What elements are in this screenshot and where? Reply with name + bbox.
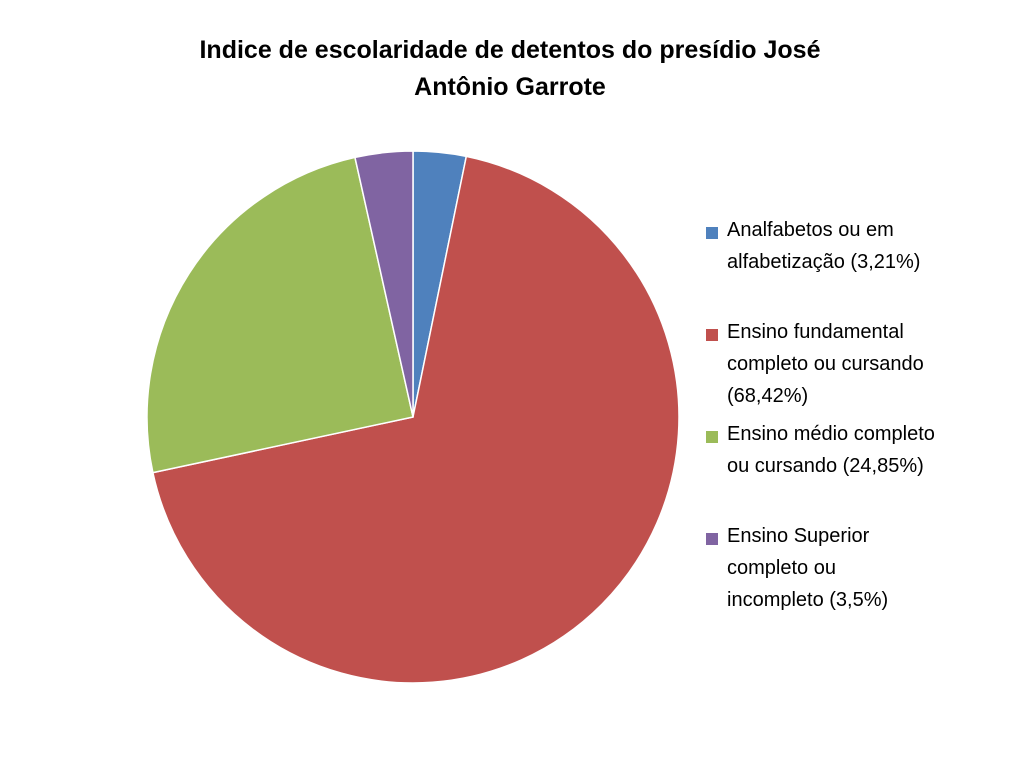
pie-slice-1 [152,155,680,684]
legend-label-0: Analfabetos ou em alfabetização (3,21%) [727,219,921,273]
pie-slices [146,150,680,684]
legend-swatch-2 [706,431,718,443]
legend-item-1: Ensino fundamental completo ou cursando … [706,316,997,412]
legend-swatch-0 [706,227,718,239]
legend-swatch-3 [706,533,718,545]
legend-item-0: Analfabetos ou em alfabetização (3,21%) [706,214,997,278]
legend-swatch-1 [706,329,718,341]
chart-title: Indice de escolaridade de detentos do pr… [199,36,821,101]
legend-item-2: Ensino médio completo ou cursando (24,85… [706,418,997,482]
legend-label-1: Ensino fundamental completo ou cursando … [727,321,924,407]
legend-label-3: Ensino Superior completo ou incompleto (… [727,525,889,611]
legend-item-3: Ensino Superior completo ou incompleto (… [706,520,997,616]
pie-slice-2 [146,156,414,474]
pie-slice-3 [354,150,414,418]
legend-label-2: Ensino médio completo ou cursando (24,85… [727,423,935,477]
